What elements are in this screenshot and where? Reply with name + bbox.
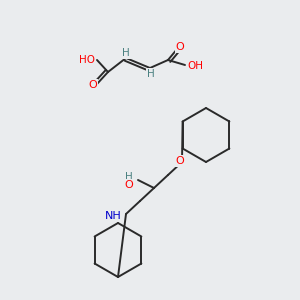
Text: O: O: [176, 42, 184, 52]
Text: H: H: [125, 172, 133, 182]
Text: H: H: [147, 69, 155, 79]
Text: O: O: [88, 80, 98, 90]
Text: NH: NH: [105, 211, 122, 221]
Text: O: O: [124, 180, 133, 190]
Text: HO: HO: [79, 55, 95, 65]
Text: OH: OH: [187, 61, 203, 71]
Text: H: H: [122, 48, 130, 58]
Text: O: O: [176, 156, 184, 166]
